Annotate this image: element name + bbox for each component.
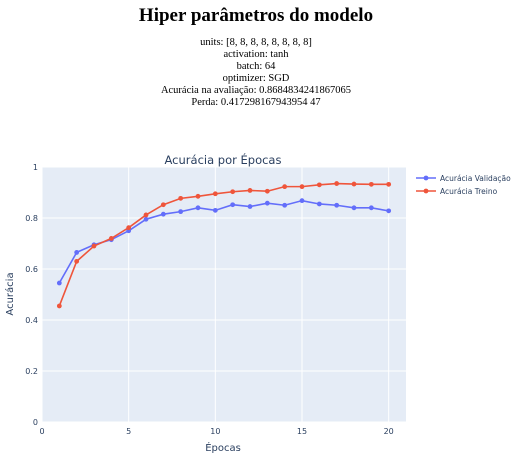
data-point[interactable] [143,216,149,222]
data-point[interactable] [212,191,218,197]
data-point[interactable] [316,201,322,207]
data-point[interactable] [91,243,97,249]
x-tick-label: 5 [126,427,131,436]
data-point[interactable] [74,258,80,264]
x-tick-label: 15 [297,427,307,436]
param-batch: batch: 64 [236,61,276,72]
data-point[interactable] [195,193,201,199]
param-eval-accuracy: Acurácia na avaliação: 0.868483424186706… [160,85,352,96]
x-axis-label: Épocas [205,441,241,454]
legend-label: Acurácia Validação [440,174,511,183]
chart-legend[interactable]: Acurácia Validação Acurácia Treino [416,174,511,196]
data-point[interactable] [247,188,253,193]
data-point[interactable] [282,202,288,208]
data-point[interactable] [299,198,305,204]
data-point[interactable] [299,184,305,190]
legend-swatch-marker [423,175,429,181]
data-point[interactable] [56,280,62,286]
figure-header: Hiper parâmetros do modelo units: [8, 8,… [0,0,512,109]
data-point[interactable] [351,205,357,211]
x-tick-label: 10 [210,427,220,436]
series-2 [56,181,392,309]
page-title: Hiper parâmetros do modelo [138,5,374,26]
data-point[interactable] [56,303,62,309]
data-point[interactable] [351,181,357,187]
x-tick-label: 20 [384,427,394,436]
chart-title: Acurácia por Épocas [165,152,282,167]
legend-item[interactable]: Acurácia Treino [416,187,498,196]
data-point[interactable] [368,181,374,187]
legend-label: Acurácia Treino [440,187,498,196]
param-optimizer: optimizer: SGD [222,73,290,84]
param-units: units: [8, 8, 8, 8, 8, 8, 8, 8] [200,37,312,48]
data-point[interactable] [178,195,184,201]
series-line [58,182,389,307]
hyperparameter-list: units: [8, 8, 8, 8, 8, 8, 8, 8] activati… [0,37,512,109]
data-point[interactable] [282,184,288,190]
data-point[interactable] [386,181,392,187]
y-tick-label: 0 [33,418,38,427]
param-activation: activation: tanh [223,49,289,60]
x-tick-label: 0 [39,427,44,436]
data-point[interactable] [74,250,80,255]
y-tick-label: 0.4 [25,316,38,325]
plot-area [42,167,406,422]
legend-item[interactable]: Acurácia Validação [416,174,511,183]
y-tick-label: 0.2 [25,367,38,376]
data-point[interactable] [334,181,340,186]
data-point[interactable] [230,202,236,208]
series-line [58,199,389,284]
data-point[interactable] [230,189,236,195]
data-point[interactable] [386,208,392,214]
legend-swatch-marker [423,188,429,194]
data-point[interactable] [178,209,184,215]
data-point[interactable] [264,188,270,194]
data-point[interactable] [108,236,114,241]
y-tick-label: 0.6 [25,265,38,274]
data-point[interactable] [368,205,374,211]
y-tick-label: 0.8 [25,214,38,223]
data-point[interactable] [160,202,166,208]
data-point[interactable] [264,200,270,206]
data-point[interactable] [247,204,253,209]
data-point[interactable] [212,207,218,213]
data-point[interactable] [316,182,322,188]
data-point[interactable] [334,202,340,208]
data-point[interactable] [160,211,166,217]
data-point[interactable] [143,212,149,218]
param-loss: Perda: 0.417298167943954 47 [191,97,321,108]
y-axis-label: Acurácia [4,272,16,315]
y-tick-label: 1 [33,163,38,172]
data-point[interactable] [126,225,132,231]
data-point[interactable] [195,205,201,211]
